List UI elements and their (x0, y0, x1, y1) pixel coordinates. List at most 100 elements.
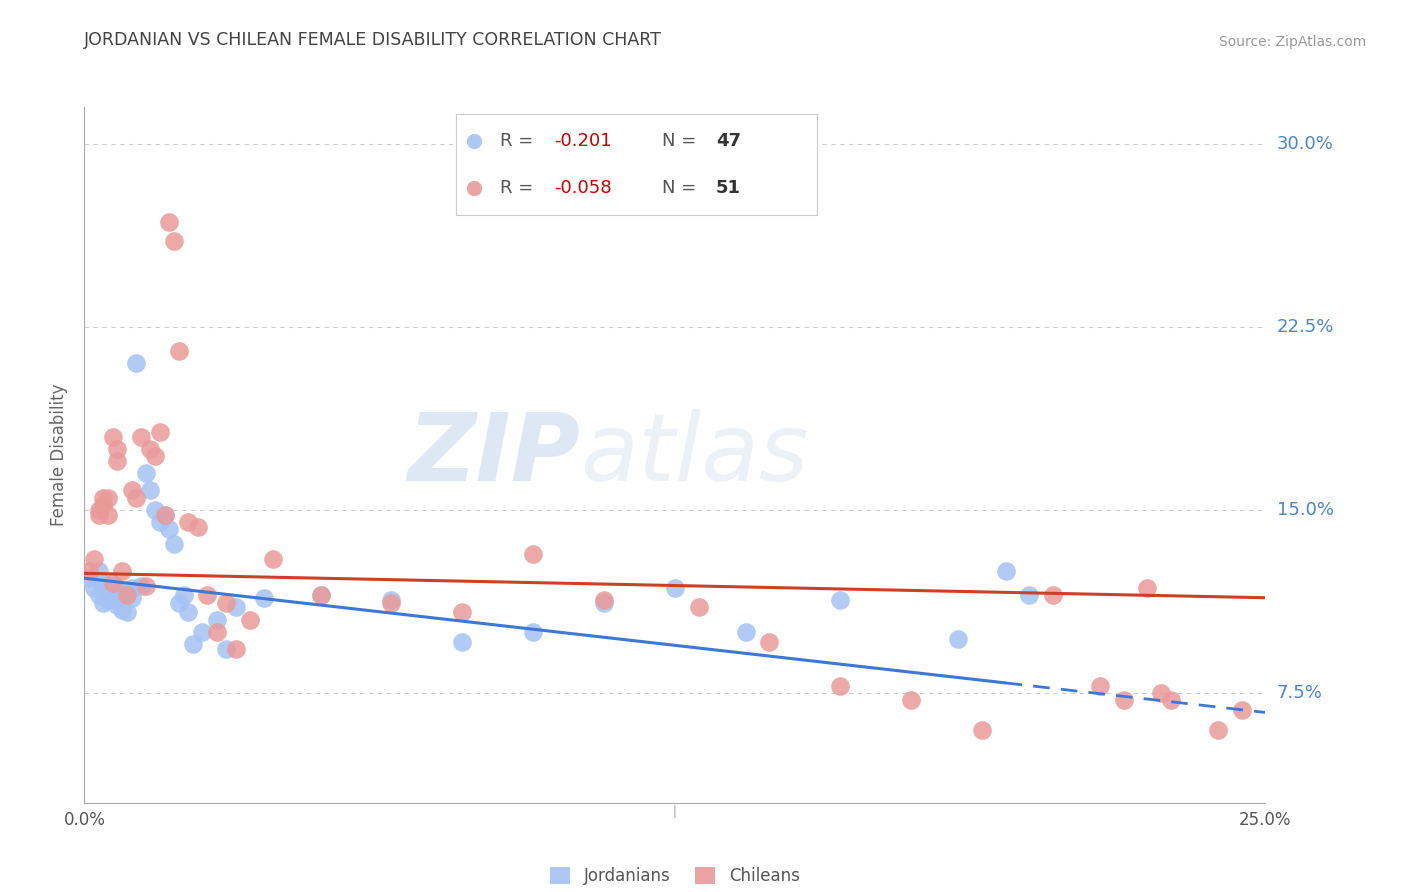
Point (101, 576, 124, 591)
Point (87, 564, 110, 578)
Point (135, 467, 157, 481)
Point (309, 588, 332, 602)
Text: 22.5%: 22.5% (1277, 318, 1334, 335)
Point (380, 596, 402, 610)
Legend: Jordanians, Chileans: Jordanians, Chileans (550, 867, 800, 885)
Point (107, 598, 129, 612)
Text: 7.5%: 7.5% (1277, 684, 1323, 702)
Point (1112, 693, 1135, 707)
Point (157, 215, 180, 229)
Point (181, 637, 204, 651)
Point (153, 508, 176, 522)
Point (121, 591, 143, 605)
Point (1136, 581, 1159, 595)
Point (129, 429, 152, 443)
Point (149, 425, 172, 439)
Point (149, 515, 172, 529)
Point (135, 578, 157, 592)
Point (111, 603, 134, 617)
Point (593, 593, 616, 607)
Point (125, 491, 148, 505)
Point (239, 613, 262, 627)
Point (91, 498, 114, 512)
Point (111, 588, 134, 602)
Point (139, 483, 162, 498)
Point (91, 596, 114, 610)
Point (1088, 679, 1111, 693)
Y-axis label: Female Disability: Female Disability (51, 384, 69, 526)
Point (205, 624, 228, 639)
Point (1230, 703, 1253, 717)
Point (97, 593, 120, 607)
Point (309, 588, 332, 602)
Point (451, 634, 474, 648)
Point (830, 593, 852, 607)
Point (758, 634, 780, 648)
Point (87, 503, 110, 517)
Text: ZIP: ZIP (408, 409, 581, 501)
Point (225, 600, 247, 615)
Point (91, 576, 114, 591)
Point (970, 723, 993, 737)
Point (163, 537, 186, 551)
Point (101, 591, 124, 605)
Point (262, 551, 284, 566)
Point (994, 564, 1017, 578)
Point (97, 491, 120, 505)
Point (1160, 693, 1182, 707)
Point (451, 606, 474, 620)
Text: atlas: atlas (581, 409, 808, 500)
Point (830, 679, 852, 693)
Point (191, 624, 214, 639)
Point (83, 581, 105, 595)
Point (77, 571, 100, 585)
Point (139, 442, 162, 456)
Point (143, 449, 166, 463)
Point (107, 583, 129, 598)
Point (177, 515, 200, 529)
Point (121, 581, 143, 595)
Point (593, 596, 616, 610)
Point (101, 429, 124, 443)
Point (522, 624, 544, 639)
Point (121, 483, 143, 498)
Point (111, 564, 134, 578)
Point (900, 693, 922, 707)
Point (173, 588, 195, 602)
Point (225, 642, 247, 657)
Text: 30.0%: 30.0% (1277, 135, 1333, 153)
Point (87, 588, 110, 602)
Point (688, 600, 710, 615)
Point (1150, 686, 1173, 700)
Point (948, 632, 970, 647)
Point (83, 551, 105, 566)
Point (215, 642, 238, 657)
Point (1206, 723, 1229, 737)
Point (91, 491, 114, 505)
Text: 15.0%: 15.0% (1277, 500, 1333, 519)
Point (157, 522, 180, 536)
Point (115, 588, 138, 602)
Point (177, 606, 200, 620)
Point (167, 596, 190, 610)
Point (153, 508, 176, 522)
Point (163, 235, 186, 249)
Point (107, 454, 129, 468)
Point (215, 596, 238, 610)
Point (77, 564, 100, 578)
Point (1042, 588, 1064, 602)
Point (143, 503, 166, 517)
Point (195, 588, 218, 602)
Point (97, 581, 120, 595)
Point (87, 508, 110, 522)
Point (107, 442, 129, 456)
Point (1018, 588, 1040, 602)
Point (205, 613, 228, 627)
Point (129, 578, 152, 592)
Point (664, 581, 686, 595)
Point (253, 591, 276, 605)
Point (734, 624, 756, 639)
Point (187, 520, 209, 534)
Point (97, 508, 120, 522)
Point (522, 547, 544, 561)
